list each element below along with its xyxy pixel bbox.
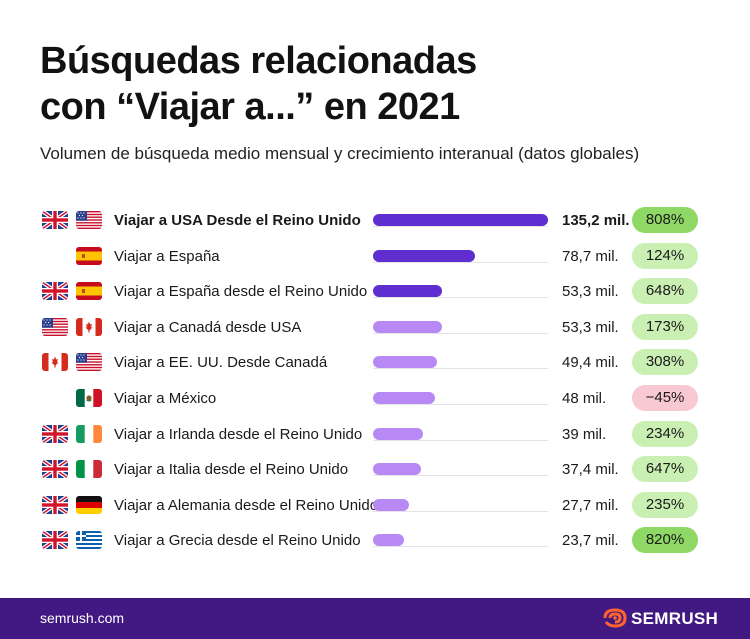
bar-track [373,368,548,370]
bar [373,392,435,404]
chart-row: Viajar a Canadá desde USA 53,3 mil. 173% [0,312,750,342]
bar-track [373,404,548,405]
growth-badge: 648% [632,278,698,305]
bar-track [373,546,548,548]
chart-row: Viajar a España desde el Reino Unido 53,3… [0,276,750,306]
growth-badge: 124% [632,242,698,269]
row-label: Viajar a EE. UU. Desde Canadá [114,354,328,372]
bar-track [373,297,548,299]
semrush-flame-icon [603,608,627,628]
flag-uk-icon [42,531,68,550]
bar [373,463,421,476]
growth-badge: 173% [632,313,698,340]
flag-usa-icon [76,353,102,372]
bar-track [373,226,548,227]
bar [373,427,423,440]
bar [373,249,475,262]
flag-germany-icon [76,495,102,514]
chart-row: Viajar a EE. UU. Desde Canadá 49,4 mil. 30… [0,347,750,377]
row-label: Viajar a Grecia desde el Reino Unido [114,532,361,550]
value-label: 48 mil. [562,390,607,407]
flag-uk-icon [42,424,68,443]
row-label: Viajar a Alemania desde el Reino Unido [114,496,379,514]
flag-uk-icon [42,282,68,301]
flag-uk-icon [42,460,68,479]
bar [373,356,437,369]
row-label: Viajar a España desde el Reino Unido [114,283,368,301]
bar-track [373,261,548,263]
chart-row: Viajar a Italia desde el Reino Unido 37,4… [0,454,750,484]
growth-badge: 234% [632,420,698,447]
flag-canada-icon [76,317,102,336]
growth-badge: −45% [632,385,698,411]
flag-ireland-icon [76,424,102,443]
row-label: Viajar a Irlanda desde el Reino Unido [114,425,363,443]
flag-uk-icon [42,495,68,514]
bar-track [373,475,548,477]
value-label: 27,7 mil. [562,496,619,514]
value-label: 53,3 mil. [562,318,619,336]
chart-row: Viajar a USA Desde el Reino Unido 135,2 m… [0,205,750,235]
chart-row: Viajar a Alemania desde el Reino Unido 27… [0,490,750,520]
bar-track [373,439,548,441]
value-label: 39 mil. [562,425,607,443]
row-label: Viajar a México [114,390,217,407]
row-label: Viajar a Italia desde el Reino Unido [114,461,349,479]
chart-row: Viajar a Grecia desde el Reino Unido 23,7… [0,525,750,555]
row-label: Viajar a España [114,247,220,265]
flag-canada-icon [42,353,68,372]
brand-name: SEMRUSH [631,609,719,628]
bar-track [373,510,548,512]
value-label: 135,2 mil. [562,212,630,229]
flag-italy-icon [76,460,102,479]
title-line-1: Búsquedas relacionadas [40,40,477,82]
growth-badge: 647% [632,456,698,483]
value-label: 37,4 mil. [562,461,619,479]
bar [373,214,548,226]
flag-uk-icon [42,211,68,229]
growth-badge: 820% [632,527,698,554]
chart-row: Viajar a Irlanda desde el Reino Unido 39 … [0,419,750,449]
bar-track [373,332,548,334]
bar [373,498,409,511]
growth-badge: 808% [632,207,698,233]
footer-url[interactable]: semrush.com [40,610,125,626]
value-label: 78,7 mil. [562,247,619,265]
chart-subtitle: Volumen de búsqueda medio mensual y crec… [40,144,640,163]
chart-row: Viajar a España 78,7 mil. 124% [0,241,750,271]
bar [373,320,442,333]
flag-spain-icon [76,282,102,301]
row-label: Viajar a USA Desde el Reino Unido [114,212,361,229]
page-title: Búsquedas relacionadas con “Viajar a...”… [40,38,720,130]
value-label: 49,4 mil. [562,354,619,372]
bar [373,285,442,298]
bar [373,534,404,547]
flag-greece-icon [76,531,102,550]
chart-row: Viajar a México 48 mil. −45% [0,383,750,413]
row-label: Viajar a Canadá desde USA [114,318,302,336]
flag-spain-icon [76,246,102,265]
growth-badge: 308% [632,349,698,376]
title-line-2: con “Viajar a...” en 2021 [40,86,460,128]
flag-mexico-icon [76,389,102,407]
footer-bar: semrush.com SEMRUSH [0,598,750,639]
flag-usa-icon [76,211,102,229]
flag-usa-icon [42,317,68,336]
value-label: 53,3 mil. [562,283,619,301]
growth-badge: 235% [632,491,698,518]
value-label: 23,7 mil. [562,532,619,550]
